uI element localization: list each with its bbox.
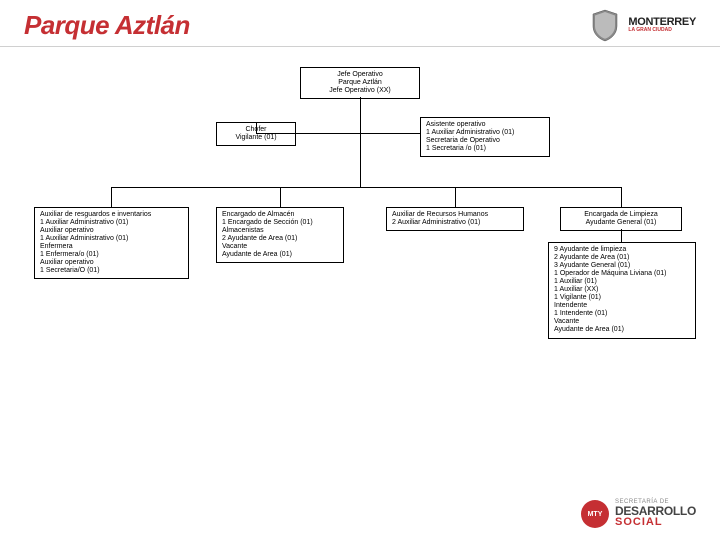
- org-node-line: Auxiliar de Recursos Humanos: [392, 211, 518, 219]
- connector: [111, 187, 621, 188]
- org-node-line: Auxiliar de resguardos e inventarios: [40, 211, 183, 219]
- org-node-line: Enfermera: [40, 243, 183, 251]
- org-node-leaf1: Auxiliar de resguardos e inventarios1 Au…: [34, 207, 189, 279]
- org-node-leaf3: Auxiliar de Recursos Humanos2 Auxiliar A…: [386, 207, 524, 231]
- org-node-line: 2 Ayudante de Area (01): [554, 254, 690, 262]
- org-node-line: 1 Enfermera/o (01): [40, 251, 183, 259]
- org-node-line: 9 Ayudante de limpieza: [554, 246, 690, 254]
- connector: [280, 187, 281, 207]
- connector: [256, 133, 420, 134]
- org-node-line: Parque Aztlán: [306, 79, 414, 87]
- page-header: Parque Aztlán MONTERREY LA GRAN CIUDAD: [0, 0, 720, 47]
- footer-text: SECRETARÍA DE DESARROLLO SOCIAL: [615, 500, 696, 528]
- connector: [111, 187, 112, 207]
- org-node-line: Asistente operativo: [426, 121, 544, 129]
- footer-line3: SOCIAL: [615, 517, 696, 527]
- org-node-line: 1 Auxiliar Administrativo (01): [40, 235, 183, 243]
- connector: [621, 187, 622, 207]
- org-node-line: Vacante: [222, 243, 338, 251]
- org-node-line: 1 Operador de Máquina Liviana (01): [554, 270, 690, 278]
- org-node-line: Jefe Operativo (XX): [306, 87, 414, 95]
- org-node-line: Vigilante (01): [222, 134, 290, 142]
- org-node-level2_right: Asistente operativo1 Auxiliar Administra…: [420, 117, 550, 157]
- connector: [455, 187, 456, 207]
- footer-logo: MTY SECRETARÍA DE DESARROLLO SOCIAL: [581, 500, 696, 528]
- org-node-line: Auxiliar operativo: [40, 259, 183, 267]
- org-node-line: Secretaria de Operativo: [426, 137, 544, 145]
- org-chart: Jefe OperativoParque AztlánJefe Operativ…: [0, 47, 720, 477]
- org-node-line: Ayudante General (01): [566, 219, 676, 227]
- org-node-line: 1 Auxiliar Administrativo (01): [426, 129, 544, 137]
- org-node-line: Vacante: [554, 318, 690, 326]
- municipal-shield-icon: [590, 8, 620, 42]
- monterrey-logo: MONTERREY LA GRAN CIUDAD: [628, 18, 696, 32]
- org-node-line: Almacenistas: [222, 227, 338, 235]
- org-node-leaf4_bottom: 9 Ayudante de limpieza2 Ayudante de Area…: [548, 242, 696, 339]
- page-title: Parque Aztlán: [24, 10, 190, 41]
- connector: [621, 229, 622, 242]
- org-node-line: 3 Ayudante General (01): [554, 262, 690, 270]
- org-node-line: 1 Secretaria/O (01): [40, 267, 183, 275]
- org-node-line: 2 Ayudante de Area (01): [222, 235, 338, 243]
- header-logos: MONTERREY LA GRAN CIUDAD: [590, 8, 696, 42]
- org-node-line: 2 Auxiliar Administrativo (01): [392, 219, 518, 227]
- org-node-leaf4_top: Encargada de LimpiezaAyudante General (0…: [560, 207, 682, 231]
- org-node-line: Ayudante de Area (01): [554, 326, 690, 334]
- org-node-line: Encargada de Limpieza: [566, 211, 676, 219]
- connector: [256, 122, 257, 133]
- brand-tagline: LA GRAN CIUDAD: [628, 28, 671, 33]
- org-node-line: 1 Auxiliar (01): [554, 278, 690, 286]
- org-node-line: 1 Secretaria /o (01): [426, 145, 544, 153]
- footer-badge-icon: MTY: [581, 500, 609, 528]
- org-node-line: Intendente: [554, 302, 690, 310]
- org-node-line: 1 Intendente (01): [554, 310, 690, 318]
- connector: [360, 97, 361, 133]
- org-node-line: Ayudante de Area (01): [222, 251, 338, 259]
- connector: [360, 133, 361, 187]
- org-node-root: Jefe OperativoParque AztlánJefe Operativ…: [300, 67, 420, 99]
- org-node-line: 1 Encargado de Sección (01): [222, 219, 338, 227]
- org-node-line: 1 Auxiliar Administrativo (01): [40, 219, 183, 227]
- org-node-line: Jefe Operativo: [306, 71, 414, 79]
- connector: [296, 133, 297, 134]
- org-node-leaf2: Encargado de Almacén1 Encargado de Secci…: [216, 207, 344, 263]
- org-node-line: Encargado de Almacén: [222, 211, 338, 219]
- org-node-line: 1 Auxiliar (XX): [554, 286, 690, 294]
- org-node-line: 1 Vigilante (01): [554, 294, 690, 302]
- org-node-line: Auxiliar operativo: [40, 227, 183, 235]
